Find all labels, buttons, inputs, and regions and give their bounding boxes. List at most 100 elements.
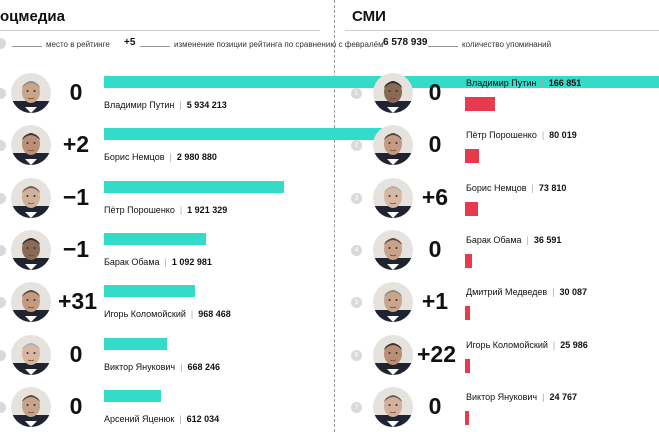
social-bar: [104, 337, 167, 350]
media-change-label: 0: [428, 235, 442, 262]
person-name: Пётр Порошенко: [104, 204, 175, 215]
social-bar: [104, 389, 162, 402]
mention-count: 25 986: [560, 339, 588, 350]
social-change-label: +31: [58, 288, 98, 315]
media-bar: [465, 201, 478, 216]
person-name: Виктор Янукович: [104, 361, 176, 372]
person-name: Виктор Янукович: [466, 391, 538, 402]
media-change-label: 0: [428, 79, 442, 105]
media-avatar: [373, 334, 413, 375]
separator: |: [552, 287, 555, 298]
mention-count: 1 921 329: [187, 204, 228, 215]
separator: |: [541, 130, 545, 141]
separator: |: [552, 339, 556, 350]
social-bar: [104, 128, 383, 141]
media-rank-marker: 4: [351, 244, 362, 256]
media-avatar: [373, 229, 413, 270]
person-name: Владимир Путин: [466, 78, 537, 88]
mention-count: 968 468: [198, 309, 231, 320]
media-rank-marker: 6: [351, 349, 362, 361]
person-name: Барак Обама: [104, 256, 160, 267]
social-name-label: Виктор Янукович | 668 246: [104, 362, 220, 372]
mention-count: 612 034: [186, 413, 220, 424]
mention-count: 668 246: [187, 361, 221, 372]
media-rank-marker: 7: [351, 401, 362, 413]
social-avatar: [11, 125, 51, 166]
person-name: Игорь Коломойский: [104, 309, 186, 320]
person-name: Барак Обама: [466, 234, 522, 245]
media-rank-marker: 5: [351, 297, 362, 309]
media-bar: [465, 410, 470, 425]
social-bar: [104, 285, 195, 298]
media-name-label: Дмитрий Медведев | 30 087: [466, 287, 587, 297]
social-name-label: Барак Обама | 1 092 981: [104, 257, 212, 267]
person-name: Игорь Коломойский: [466, 339, 548, 350]
social-avatar: [11, 334, 51, 375]
media-name-label: Барак Обама | 36 591: [466, 235, 561, 245]
media-name-label: Владимир Путин | 166 851: [466, 78, 581, 88]
media-change-label: +1: [421, 288, 449, 315]
social-rank-marker: [0, 401, 6, 413]
media-name-label: Борис Немцов | 73 810: [466, 183, 566, 193]
mention-count: 73 810: [538, 182, 567, 193]
media-change-label: 0: [428, 131, 442, 158]
mention-count: 30 087: [559, 287, 588, 298]
social-name-label: Владимир Путин | 5 934 213: [104, 100, 227, 110]
header-media: СМИ: [352, 8, 386, 25]
media-name-label: Игорь Коломойский | 25 986: [466, 340, 588, 350]
separator: |: [179, 204, 183, 215]
media-avatar: [373, 177, 413, 218]
legend-dash: [428, 46, 458, 47]
social-rank-marker: [0, 349, 6, 361]
social-avatar: [11, 386, 51, 427]
media-bar: [465, 358, 470, 373]
social-rank-marker: [0, 140, 6, 152]
mention-count: 1 092 981: [171, 256, 212, 267]
mention-count: 166 851: [548, 78, 582, 88]
legend-change-example: +5: [124, 37, 136, 48]
legend-change-text: изменение позиции рейтинга по сравнению …: [174, 40, 384, 49]
person-name: Борис Немцов: [466, 182, 527, 193]
social-name-label: Пётр Порошенко | 1 921 329: [104, 205, 227, 215]
media-bar: [465, 306, 471, 321]
mention-count: 24 767: [549, 391, 577, 402]
social-avatar: [11, 177, 51, 218]
separator: |: [180, 361, 183, 372]
person-name: Борис Немцов: [104, 152, 165, 163]
social-avatar: [11, 229, 51, 270]
legend-dash: [12, 46, 42, 47]
social-rank-marker: [0, 244, 6, 256]
separator: |: [531, 182, 534, 193]
legend-rank-text: место в рейтинге: [46, 40, 110, 49]
social-change-label: −1: [62, 183, 90, 210]
media-name-label: Виктор Янукович | 24 767: [466, 392, 577, 402]
media-avatar: [373, 282, 413, 323]
separator: |: [179, 100, 182, 110]
media-change-label: +22: [417, 340, 457, 367]
media-bar: [465, 97, 495, 111]
media-avatar: [373, 125, 413, 166]
social-avatar: [11, 282, 51, 323]
social-rank-marker: [0, 192, 6, 204]
media-avatar: [373, 386, 413, 427]
mention-count: 2 980 880: [176, 152, 217, 163]
legend-count-text: количество упоминаний: [462, 40, 552, 49]
social-change-label: 0: [69, 340, 83, 367]
media-avatar: [373, 73, 413, 113]
person-name: Владимир Путин: [104, 100, 175, 110]
header-social: оцмедиа: [0, 8, 65, 25]
header-underline: [0, 30, 320, 31]
social-name-label: Борис Немцов | 2 980 880: [104, 152, 217, 162]
social-change-label: −1: [62, 235, 90, 262]
separator: |: [169, 152, 172, 163]
social-change-label: +2: [62, 131, 90, 158]
mention-count: 80 019: [549, 130, 577, 141]
separator: |: [541, 78, 544, 88]
column-divider: [334, 0, 335, 432]
header-underline: [345, 30, 659, 31]
separator: |: [526, 234, 529, 245]
person-name: Дмитрий Медведев: [466, 287, 548, 298]
person-name: Пётр Порошенко: [466, 130, 537, 141]
separator: |: [542, 391, 545, 402]
media-rank-marker: 2: [351, 140, 362, 152]
